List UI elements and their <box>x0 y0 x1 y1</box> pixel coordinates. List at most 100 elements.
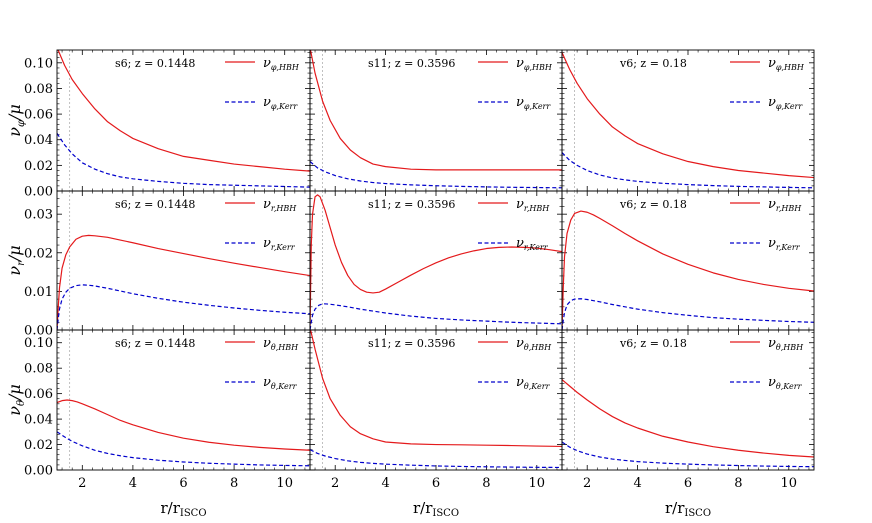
x-tick-label: 10 <box>276 476 293 491</box>
x-tick-label: 4 <box>381 476 389 491</box>
y-axis-label-phi: νφ/μ <box>5 104 27 137</box>
legend-sub-kerr: φ,Kerr <box>776 102 803 111</box>
legend-label-hbh: νr,HBH <box>768 197 802 213</box>
y-tick-label: 0.02 <box>24 246 53 261</box>
panel-annotation: v6; z = 0.18 <box>619 337 687 350</box>
x-axis-label: r/rISCO <box>160 499 206 519</box>
x-tick-label: 8 <box>482 476 490 491</box>
panel-r-s11: s11; z = 0.3596 νr,HBH νr,Kerr <box>309 190 563 331</box>
y-axis-label-symbol: ν <box>5 127 24 137</box>
panel-r-s6: 0.00 0.01 0.02 0.03 s6; z = 0.1448 νr,HBH νr,K… <box>24 190 311 339</box>
y-tick-label: 0.10 <box>24 336 53 351</box>
panel-phi-s6: 0.00 0.02 0.04 0.06 0.08 0.10 s6; z = 0.1448 νφ… <box>24 49 311 200</box>
series-line-kerr <box>57 284 310 330</box>
series-line-hbh <box>562 210 814 330</box>
panel-theta-v6: 2 4 6 8 10 v6; z = 0.18 νθ,HBH νθ,Kerr <box>561 329 815 491</box>
y-tick-label: 0.08 <box>24 82 53 97</box>
legend-sub-hbh: r,HBH <box>776 204 802 213</box>
y-tick-label: 0.10 <box>24 56 53 71</box>
legend-label-kerr: νφ,Kerr <box>768 95 803 111</box>
panel-phi-s11: s11; z = 0.3596 νφ,HBH νφ,Kerr <box>309 49 563 192</box>
legend-sub-hbh: r,HBH <box>271 204 297 213</box>
x-tick-label: 6 <box>432 476 440 491</box>
legend-sub-kerr: θ,Kerr <box>524 382 551 391</box>
series-line-hbh <box>310 330 562 448</box>
x-tick-label: 10 <box>529 476 546 491</box>
legend-sub-hbh: φ,HBH <box>776 63 805 72</box>
panel-annotation: s6; z = 0.1448 <box>115 198 195 211</box>
legend-label-kerr: νθ,Kerr <box>768 375 803 391</box>
legend-sub-kerr: r,Kerr <box>271 243 296 252</box>
legend-label-hbh: νθ,HBH <box>263 336 299 352</box>
series-line-kerr <box>562 441 814 468</box>
legend-label-kerr: νφ,Kerr <box>263 95 298 111</box>
x-tick-label: 2 <box>331 476 339 491</box>
y-tick-label: 0.06 <box>24 387 53 402</box>
panel-theta-s11: 2 4 6 8 10 s11; z = 0.3596 νθ,HBH νθ,Kerr <box>309 329 563 491</box>
legend-label-kerr: νθ,Kerr <box>516 375 551 391</box>
x-tick-label: 2 <box>78 476 86 491</box>
x-tick-label: 6 <box>684 476 692 491</box>
legend-sub-hbh: θ,HBH <box>271 343 299 352</box>
y-axis-label-tail: /μ <box>5 245 24 263</box>
legend-label-kerr: νr,Kerr <box>516 236 549 252</box>
legend-label-kerr: νθ,Kerr <box>263 375 298 391</box>
series-line-hbh <box>57 399 310 451</box>
y-tick-label: 0.00 <box>24 464 53 479</box>
series-line-kerr <box>562 152 814 189</box>
legend-label-kerr: νr,Kerr <box>768 236 801 252</box>
y-tick-label: 0.00 <box>24 185 53 200</box>
x-tick-label: 8 <box>230 476 238 491</box>
x-axis-label: r/rISCO <box>665 499 711 519</box>
series-line-kerr <box>310 303 562 330</box>
legend-sub-kerr: r,Kerr <box>776 243 801 252</box>
y-axis-label-subscript: r <box>16 260 27 266</box>
x-tick-label: 8 <box>734 476 742 491</box>
panel-theta-s6: 2 4 6 8 10 0.00 0.02 0.04 0.06 0.08 0.10 s6; z = 0.… <box>24 329 311 491</box>
legend-label-hbh: νφ,HBH <box>263 56 300 72</box>
y-axis-label-subscript: φ <box>16 120 27 127</box>
panel-frame <box>561 329 815 471</box>
legend-label-hbh: νr,HBH <box>263 197 297 213</box>
series-line-kerr <box>310 161 562 189</box>
y-tick-label: 0.04 <box>24 133 53 148</box>
legend-sub-kerr: r,Kerr <box>524 243 549 252</box>
y-tick-label: 0.00 <box>24 324 53 339</box>
y-axis-label-theta: νθ/μ <box>5 384 27 416</box>
legend-label-hbh: νφ,HBH <box>516 56 553 72</box>
x-axis-label-subscript: ISCO <box>432 508 459 519</box>
panel-r-v6: v6; z = 0.18 νr,HBH νr,Kerr <box>561 190 815 331</box>
series-line-hbh <box>57 234 310 330</box>
legend-label-hbh: νφ,HBH <box>768 56 805 72</box>
legend-sub-hbh: θ,HBH <box>776 343 804 352</box>
y-axis-label-tail: /μ <box>5 104 24 122</box>
x-axis-label-subscript: ISCO <box>180 508 207 519</box>
series-line-hbh <box>310 50 562 171</box>
y-tick-label: 0.04 <box>24 413 53 428</box>
y-axis-label-r: νr/μ <box>5 245 27 275</box>
series-line-hbh <box>310 194 562 330</box>
x-axis-label-main: r/r <box>413 499 433 517</box>
series-line-kerr <box>310 449 562 469</box>
y-axis-label-tail: /μ <box>5 384 24 402</box>
legend-sub-kerr: φ,Kerr <box>271 102 298 111</box>
x-tick-label: 2 <box>583 476 591 491</box>
legend-label-kerr: νφ,Kerr <box>516 95 551 111</box>
y-tick-label: 0.02 <box>24 438 53 453</box>
legend-sub-kerr: θ,Kerr <box>271 382 298 391</box>
legend-sub-kerr: φ,Kerr <box>524 102 551 111</box>
y-axis-label-symbol: ν <box>5 266 24 276</box>
legend-sub-hbh: φ,HBH <box>524 63 553 72</box>
series-line-kerr <box>562 298 814 330</box>
y-tick-label: 0.03 <box>24 208 53 223</box>
legend-label-hbh: νθ,HBH <box>516 336 552 352</box>
series-line-kerr <box>57 431 310 467</box>
panel-annotation: v6; z = 0.18 <box>619 198 687 211</box>
legend-label-hbh: νθ,HBH <box>768 336 804 352</box>
x-tick-label: 4 <box>129 476 137 491</box>
series-line-hbh <box>562 379 814 458</box>
x-tick-label: 6 <box>179 476 187 491</box>
y-tick-label: 0.06 <box>24 108 53 123</box>
series-line-hbh <box>57 50 310 172</box>
